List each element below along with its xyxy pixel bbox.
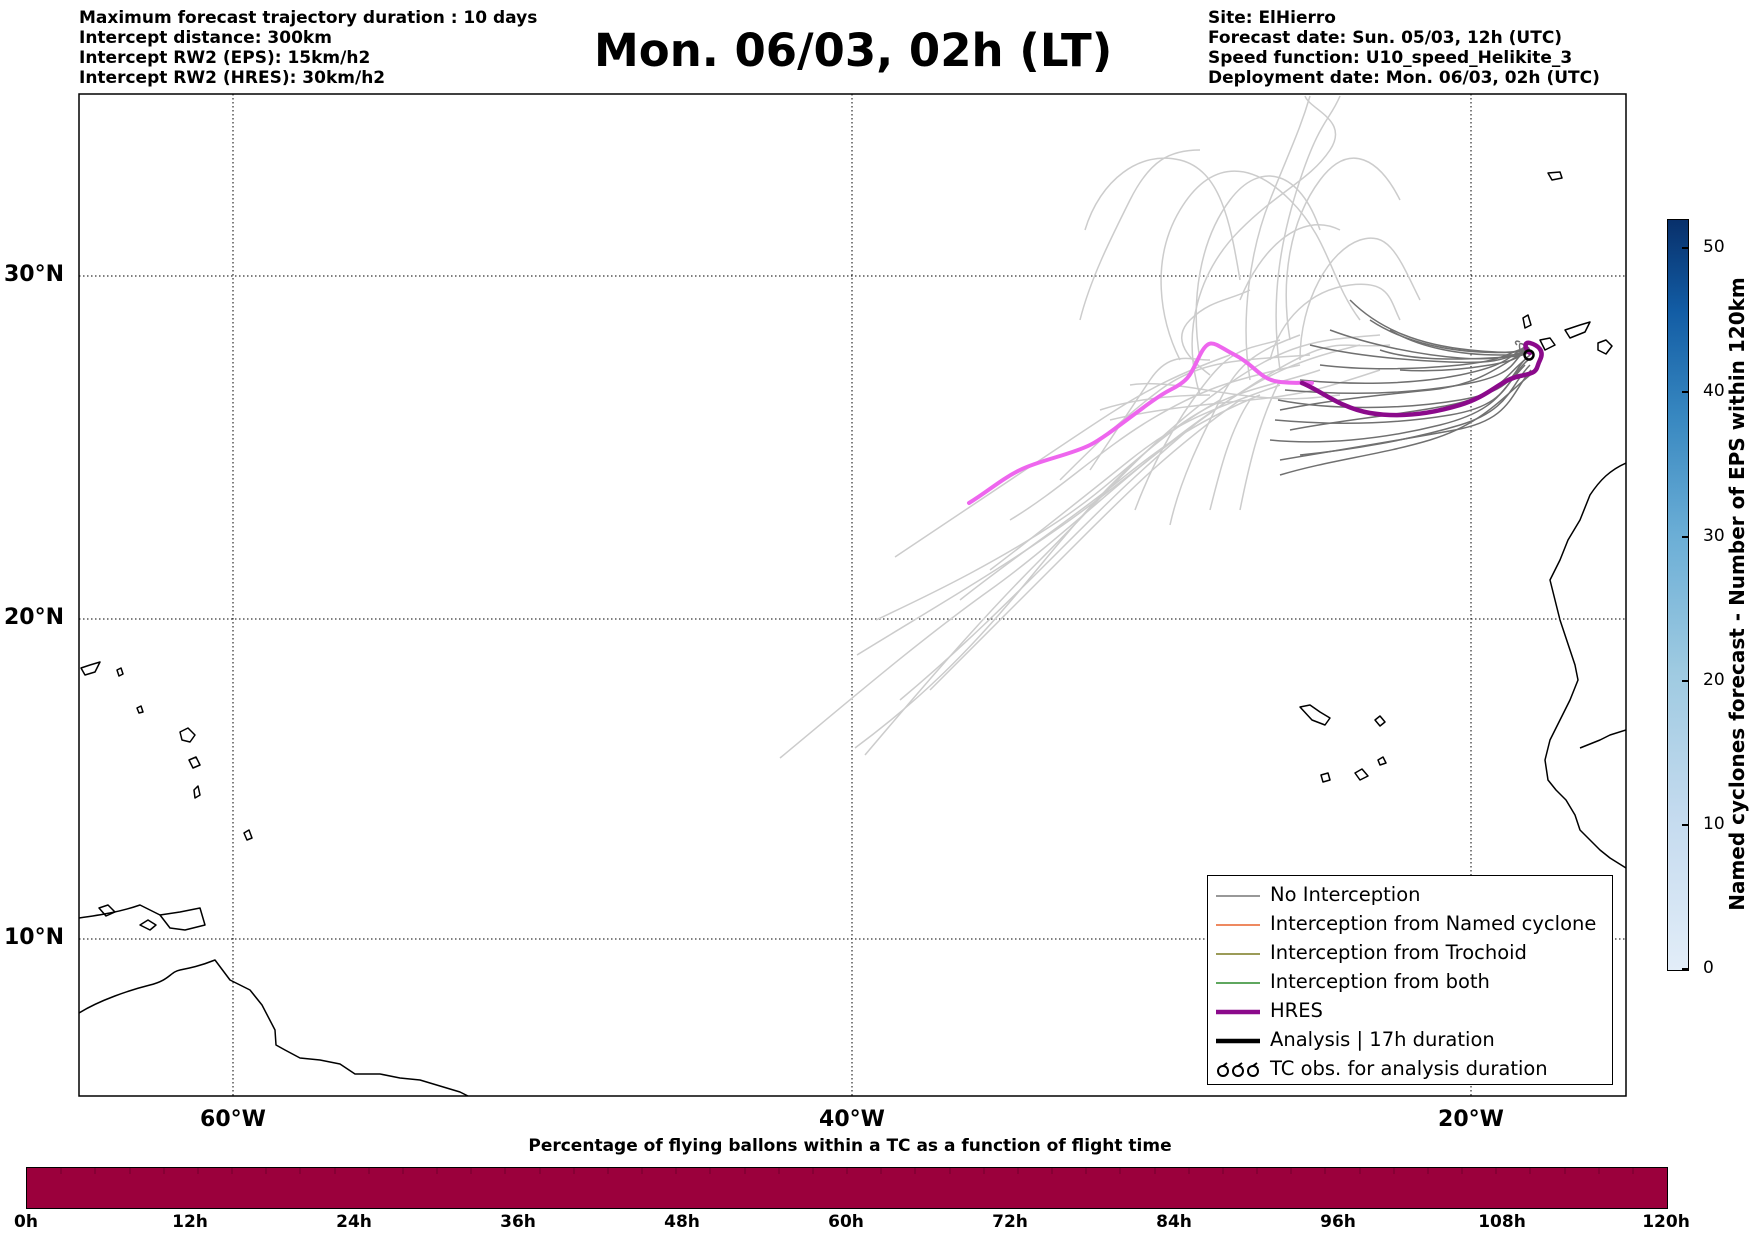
colorbar-tick-mark — [1682, 536, 1688, 538]
coast-west-africa — [1544, 462, 1626, 869]
colorbar-tick-50: 50 — [1703, 237, 1725, 257]
colorbar-tick-mark — [1682, 391, 1688, 393]
colorbar-tick-0: 0 — [1703, 958, 1714, 978]
legend-item-no-interception: No Interception — [1216, 883, 1421, 906]
colorbar-tick-40: 40 — [1703, 381, 1725, 401]
info-site: Site: ElHierro — [1208, 8, 1336, 28]
island-gran-canaria — [1597, 339, 1613, 355]
coastlines — [79, 171, 1626, 1096]
lat-label-10n: 10°N — [3, 925, 64, 950]
island-barbados — [243, 829, 253, 841]
island-dominica — [193, 785, 201, 799]
colorbar-label: Named cyclones forecast - Number of EPS … — [1725, 277, 1749, 911]
analysis-marker — [1523, 349, 1535, 361]
bottom-tick-12h: 12h — [172, 1212, 208, 1232]
island-grenada — [98, 904, 116, 917]
island-tobago — [139, 919, 157, 931]
lon-label-40w: 40°W — [819, 1107, 885, 1132]
coast-south-america — [79, 959, 469, 1096]
colorbar-tick-mark — [1682, 968, 1688, 970]
colorbar-tick-mark — [1682, 680, 1688, 682]
island-cape-verde-3 — [1354, 768, 1369, 781]
island-cape-verde-1 — [1299, 704, 1331, 726]
hres-trajectory-early — [967, 341, 1314, 505]
map-frame — [78, 93, 1627, 1097]
legend-item-hres: HRES — [1216, 999, 1323, 1022]
bottom-tick-0h: 0h — [14, 1212, 38, 1232]
island-guadeloupe — [179, 727, 196, 743]
island-cape-verde-4 — [1320, 772, 1331, 783]
bottom-tick-60h: 60h — [828, 1212, 864, 1232]
bottom-tick-36h: 36h — [500, 1212, 536, 1232]
island-stkitts — [116, 667, 124, 677]
info-intercept-distance: Intercept distance: 300km — [79, 28, 332, 48]
lon-label-60w: 60°W — [200, 1107, 266, 1132]
bottom-tick-108h: 108h — [1478, 1212, 1526, 1232]
info-deployment-date: Deployment date: Mon. 06/03, 02h (UTC) — [1208, 68, 1600, 88]
bottom-tick-120h: 120h — [1642, 1212, 1690, 1232]
coast-trinidad — [159, 907, 206, 931]
island-cape-verde-2 — [1374, 715, 1386, 727]
info-right: Site: ElHierro Forecast date: Sun. 05/03… — [1208, 8, 1600, 88]
island-fuerteventura — [1539, 337, 1556, 351]
island-lanzarote — [1564, 321, 1591, 339]
eps-trajectories-light — [779, 95, 1421, 759]
tc-percentage-bar-ticks — [60, 1168, 1634, 1174]
island-martinique — [188, 756, 201, 769]
colorbar-tick-20: 20 — [1703, 670, 1725, 690]
bottom-tick-72h: 72h — [992, 1212, 1028, 1232]
legend-item-named-cyclone: Interception from Named cyclone — [1216, 912, 1597, 935]
info-left: Maximum forecast trajectory duration : 1… — [79, 8, 537, 88]
island-cape-verde-5 — [1377, 756, 1387, 766]
coast-west-africa-detail — [1579, 729, 1626, 749]
hres-trajectory — [967, 340, 1544, 505]
legend: No Interception Interception from Named … — [1207, 875, 1613, 1085]
legend-item-trochoid: Interception from Trochoid — [1216, 941, 1527, 964]
legend-item-both: Interception from both — [1216, 970, 1490, 993]
tc-percentage-bar — [26, 1167, 1668, 1209]
legend-item-analysis: Analysis | 17h duration — [1216, 1028, 1495, 1051]
info-rw2-eps: Intercept RW2 (EPS): 15km/h2 — [79, 48, 371, 68]
bottom-tick-84h: 84h — [1156, 1212, 1192, 1232]
bottom-tick-24h: 24h — [336, 1212, 372, 1232]
info-max-duration: Maximum forecast trajectory duration : 1… — [79, 8, 538, 28]
info-rw2-hres: Intercept RW2 (HRES): 30km/h2 — [79, 68, 386, 88]
bottom-tick-48h: 48h — [664, 1212, 700, 1232]
colorbar-tick-mark — [1682, 824, 1688, 826]
lon-label-20w: 20°W — [1438, 1107, 1504, 1132]
colorbar-tick-10: 10 — [1703, 814, 1725, 834]
bottom-tick-96h: 96h — [1320, 1212, 1356, 1232]
info-forecast-date: Forecast date: Sun. 05/03, 12h (UTC) — [1208, 28, 1563, 48]
colorbar-eps — [1667, 219, 1689, 971]
lat-label-30n: 30°N — [3, 262, 64, 287]
info-speed-function: Speed function: U10_speed_Helikite_3 — [1208, 48, 1573, 68]
island-leeward — [80, 661, 101, 676]
island-madeira — [1547, 171, 1563, 181]
lat-label-20n: 20°N — [3, 605, 64, 630]
island-antigua — [136, 705, 144, 714]
map-title: Mon. 06/03, 02h (LT) — [594, 24, 1113, 77]
tc-obs-icon — [1217, 1062, 1259, 1077]
colorbar-tick-mark — [1682, 247, 1688, 249]
colorbar-tick-30: 30 — [1703, 526, 1725, 546]
island-la-palma — [1522, 314, 1532, 329]
bottom-bar-title: Percentage of flying ballons within a TC… — [528, 1136, 1172, 1156]
hres-trajectory-late — [1299, 340, 1544, 418]
legend-item-tc-obs: TC obs. for analysis duration — [1208, 1056, 1608, 1085]
